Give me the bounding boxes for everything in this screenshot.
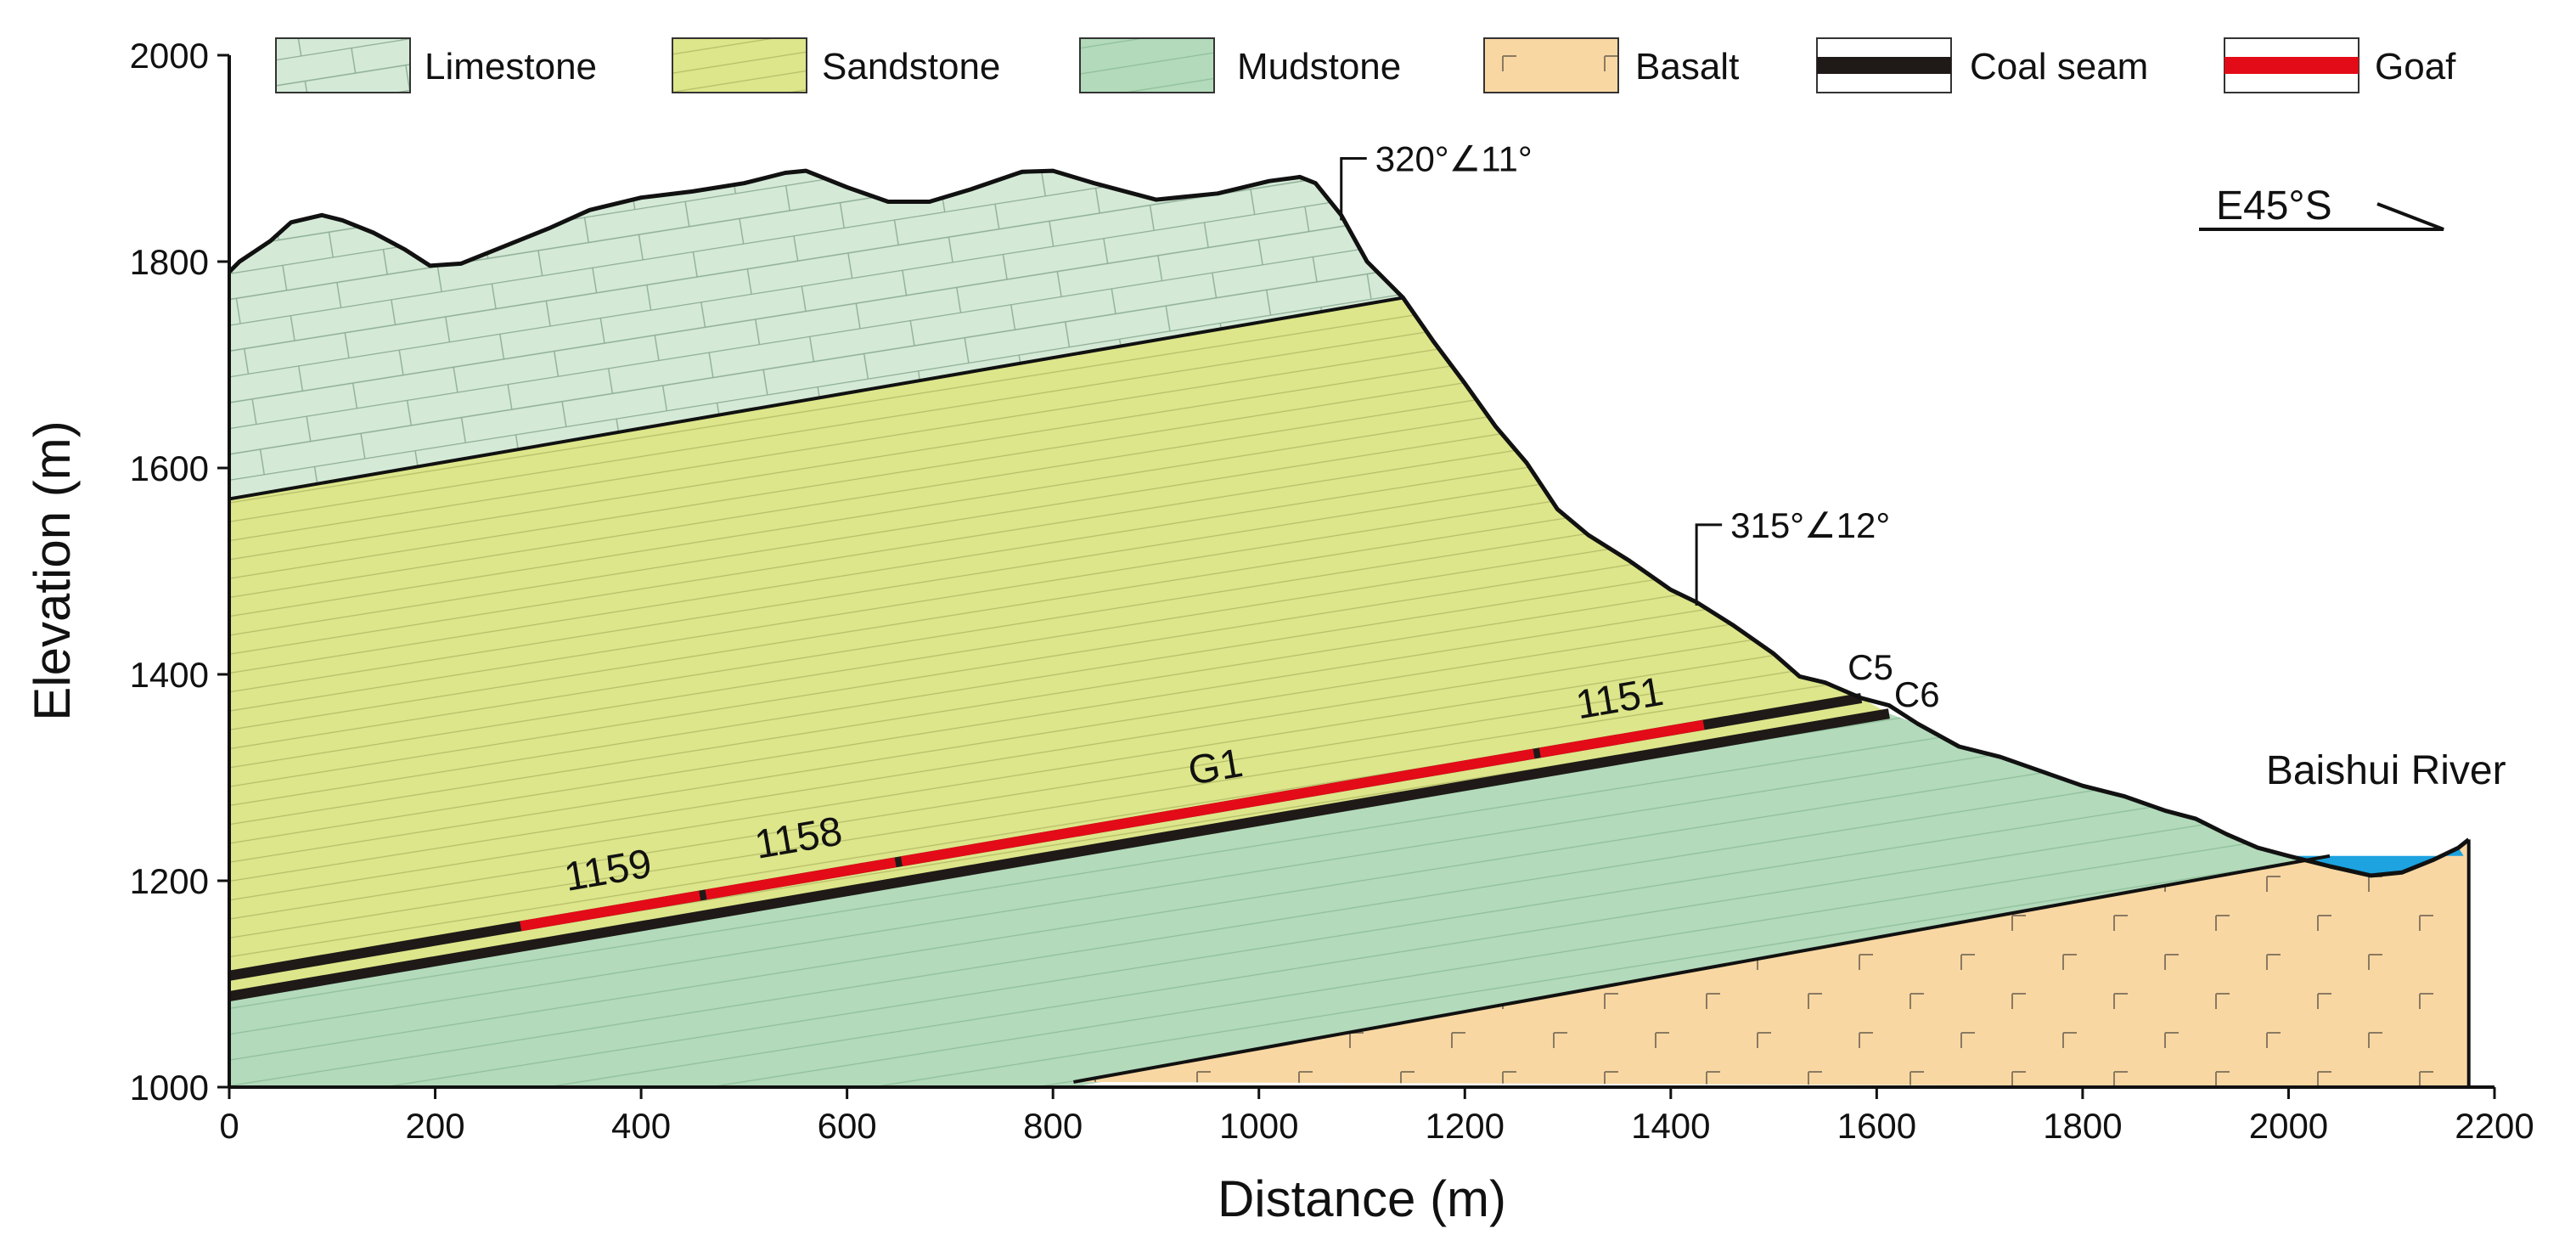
x-tick-label: 600 xyxy=(818,1106,877,1146)
x-tick-label: 1000 xyxy=(1219,1106,1298,1146)
attitude-315-label: 315°∠12° xyxy=(1730,505,1890,545)
y-tick-label: 1800 xyxy=(130,242,209,282)
orientation-indicator: E45°S xyxy=(2199,183,2444,231)
legend-label-coal-seam: Coal seam xyxy=(1970,46,2148,87)
basalt-layer xyxy=(1073,839,2469,1087)
y-tick-label: 2000 xyxy=(130,36,209,76)
x-tick-label: 1800 xyxy=(2043,1106,2122,1146)
orientation-arrow-icon xyxy=(2199,202,2444,231)
orientation-label: E45°S xyxy=(2216,183,2332,228)
x-tick-label: 800 xyxy=(1023,1106,1083,1146)
limestone-sandstone-contact xyxy=(228,296,1403,501)
legend-label-goaf: Goaf xyxy=(2375,46,2456,87)
legend-swatch-coal-seam xyxy=(1817,57,1951,74)
x-tick-label: 1200 xyxy=(1426,1106,1505,1146)
river-label: Baishui River xyxy=(2266,748,2506,793)
x-tick-label: 2200 xyxy=(2455,1106,2534,1146)
sandstone-layer xyxy=(229,297,1889,997)
goaf-segment-g1 xyxy=(900,748,1535,867)
seam-c5-label: C5 xyxy=(1848,647,1893,687)
mudstone-layer xyxy=(229,713,2330,1087)
legend-swatch-limestone xyxy=(275,37,411,93)
goaf-label-g1: G1 xyxy=(1185,741,1246,794)
legend-label-limestone: Limestone xyxy=(425,46,597,87)
baishui-river-water xyxy=(2288,848,2464,876)
x-tick-label: 400 xyxy=(611,1106,671,1146)
legend: Limestone Sandstone Mudstone Basalt Coal… xyxy=(275,37,2456,93)
seam-c6-line xyxy=(228,708,1890,1001)
y-tick-label: 1200 xyxy=(130,861,209,901)
x-tick-label: 2000 xyxy=(2249,1106,2328,1146)
y-ticks: 1000 1200 1400 1600 1800 2000 xyxy=(130,36,229,1108)
legend-swatch-goaf xyxy=(2224,57,2359,74)
goaf-segment-1159 xyxy=(520,890,701,932)
attitude-320-label: 320°∠11° xyxy=(1375,139,1533,179)
attitude-315-leader xyxy=(1695,523,1723,606)
attitude-320-leader xyxy=(1340,157,1367,221)
x-tick-label: 1400 xyxy=(1631,1106,1710,1146)
limestone-layer xyxy=(229,171,1403,499)
y-tick-label: 1600 xyxy=(130,448,209,488)
legend-swatch-basalt xyxy=(1483,37,1619,93)
legend-label-mudstone: Mudstone xyxy=(1237,46,1401,87)
seam-c6-label: C6 xyxy=(1894,674,1940,714)
basalt-contact xyxy=(1073,854,2331,1084)
x-tick-label: 0 xyxy=(219,1106,239,1146)
x-ticks: 0 200 400 600 800 1000 1200 1400 1600 1800 2000 220… xyxy=(219,1087,2534,1146)
goaf-segments xyxy=(520,719,1705,932)
y-tick-label: 1000 xyxy=(130,1068,209,1108)
legend-swatch-sandstone xyxy=(672,37,807,93)
goaf-segment-1151 xyxy=(1538,719,1705,758)
axes: 0 200 400 600 800 1000 1200 1400 1600 1800 2000 220… xyxy=(24,36,2534,1227)
topography-line xyxy=(228,168,2471,878)
y-axis-title: Elevation (m) xyxy=(24,420,81,720)
legend-swatch-mudstone xyxy=(1079,37,1215,93)
x-tick-label: 1600 xyxy=(1837,1106,1916,1146)
goaf-segment-1158 xyxy=(705,857,897,900)
x-axis-title: Distance (m) xyxy=(1218,1170,1506,1227)
legend-label-basalt: Basalt xyxy=(1635,46,1739,87)
plot-area xyxy=(228,168,2471,1087)
legend-label-sandstone: Sandstone xyxy=(822,46,1000,87)
x-tick-label: 200 xyxy=(406,1106,465,1146)
y-tick-label: 1400 xyxy=(130,655,209,695)
